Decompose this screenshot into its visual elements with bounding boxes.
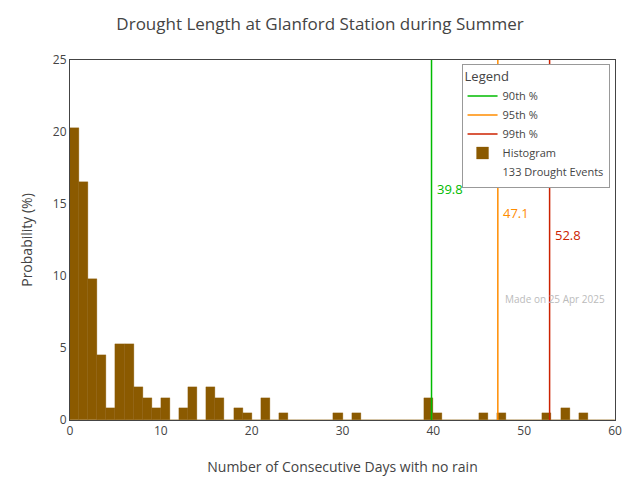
svg-text:95th %: 95th % xyxy=(503,107,538,122)
svg-text:90th %: 90th % xyxy=(503,88,538,103)
svg-text:Made on 25 Apr 2025: Made on 25 Apr 2025 xyxy=(505,292,605,306)
svg-text:15: 15 xyxy=(53,195,67,212)
svg-text:60: 60 xyxy=(608,422,622,439)
svg-text:40: 40 xyxy=(426,422,440,439)
svg-text:47.1: 47.1 xyxy=(503,204,529,222)
svg-text:30: 30 xyxy=(336,422,350,439)
svg-text:10: 10 xyxy=(53,267,67,284)
svg-text:50: 50 xyxy=(517,422,531,439)
svg-text:20: 20 xyxy=(245,422,259,439)
svg-text:Histogram: Histogram xyxy=(503,145,556,160)
svg-text:5: 5 xyxy=(60,339,67,356)
svg-text:52.8: 52.8 xyxy=(555,226,581,244)
svg-text:10: 10 xyxy=(154,422,168,439)
svg-text:0: 0 xyxy=(60,411,67,428)
svg-text:Probability (%): Probability (%) xyxy=(17,193,36,287)
svg-text:25: 25 xyxy=(53,51,67,68)
svg-text:0: 0 xyxy=(67,422,74,439)
svg-text:39.8: 39.8 xyxy=(437,180,463,198)
svg-text:Drought Length at Glanford Sta: Drought Length at Glanford Station durin… xyxy=(116,12,523,35)
svg-text:133 Drought Events: 133 Drought Events xyxy=(503,164,604,179)
svg-text:20: 20 xyxy=(53,123,67,140)
svg-text:Legend: Legend xyxy=(465,68,509,86)
svg-text:Number of Consecutive Days wit: Number of Consecutive Days with no rain xyxy=(207,457,477,476)
svg-text:99th %: 99th % xyxy=(503,126,538,141)
